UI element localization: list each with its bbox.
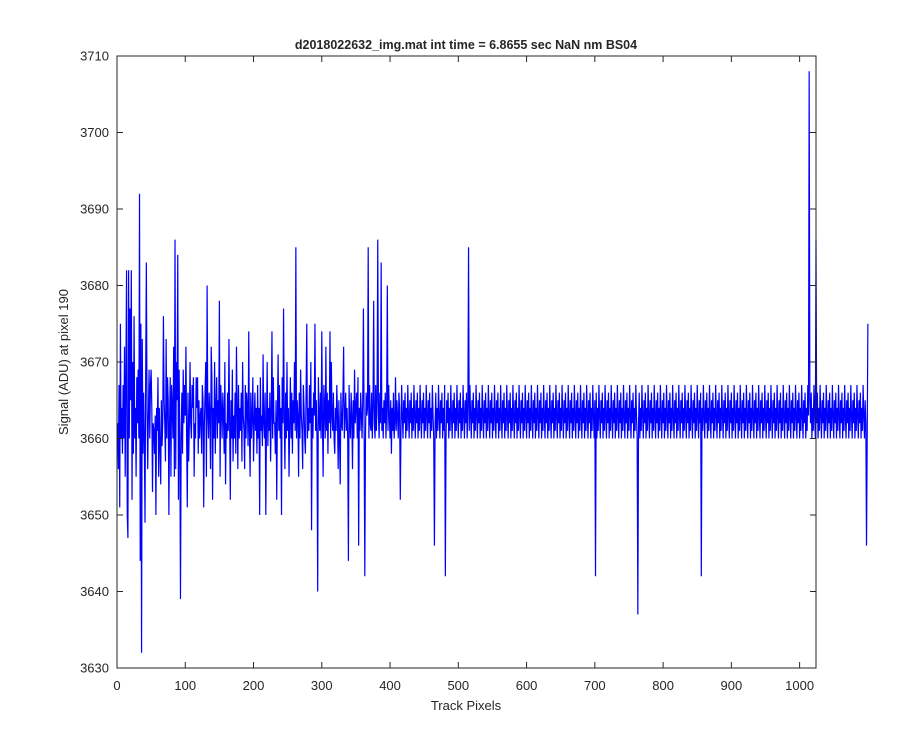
x-tick-label: 500 — [447, 678, 469, 693]
y-axis-label: Signal (ADU) at pixel 190 — [56, 289, 71, 435]
x-tick-label: 1000 — [785, 678, 814, 693]
y-tick-label: 3700 — [80, 125, 109, 140]
x-tick-label: 800 — [652, 678, 674, 693]
x-tick-label: 300 — [311, 678, 333, 693]
y-tick-label: 3640 — [80, 584, 109, 599]
x-axis: 0 100 200 300 400 500 600 700 800 900 1000 — [113, 56, 814, 693]
x-tick-label: 400 — [379, 678, 401, 693]
y-axis: 3630 3640 3650 3660 3670 3680 3690 3700 3710 — [80, 49, 816, 676]
y-tick-label: 3650 — [80, 508, 109, 523]
x-tick-label: 700 — [584, 678, 606, 693]
plot-area — [117, 56, 816, 668]
y-tick-label: 3660 — [80, 431, 109, 446]
x-tick-label: 900 — [721, 678, 743, 693]
y-tick-label: 3690 — [80, 202, 109, 217]
x-axis-label: Track Pixels — [431, 698, 502, 713]
chart-title: d2018022632_img.mat int time = 6.8655 se… — [295, 38, 637, 52]
y-tick-label: 3680 — [80, 278, 109, 293]
x-tick-label: 600 — [516, 678, 538, 693]
y-tick-label: 3630 — [80, 661, 109, 676]
series-line — [117, 71, 869, 653]
series-layer — [117, 71, 869, 653]
y-tick-label: 3710 — [80, 49, 109, 64]
y-tick-label: 3670 — [80, 355, 109, 370]
x-tick-label: 100 — [174, 678, 196, 693]
x-tick-label: 0 — [113, 678, 120, 693]
x-tick-label: 200 — [243, 678, 265, 693]
